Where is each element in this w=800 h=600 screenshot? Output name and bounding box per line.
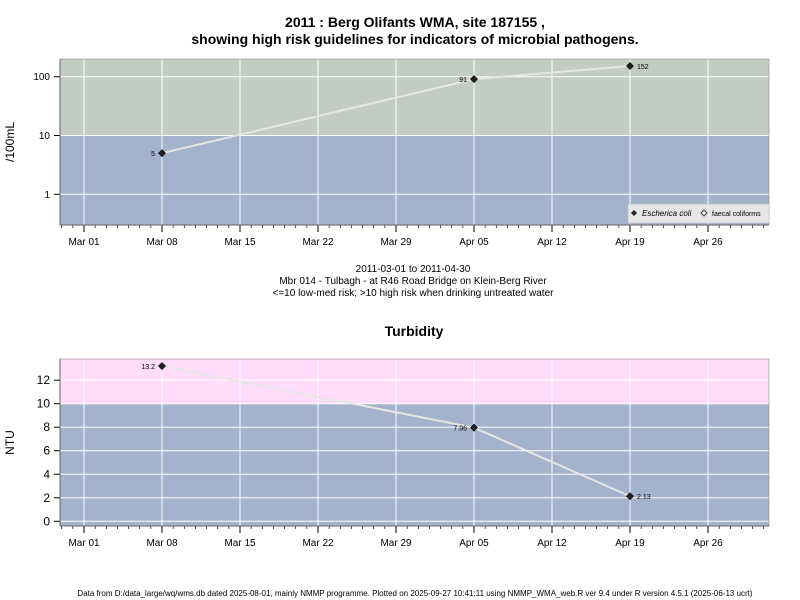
data-point [158,362,166,370]
x-tick-label: Mar 15 [224,237,256,248]
x-tick-label: Mar 15 [224,538,256,549]
chart-title-line-2: showing high risk guidelines for indicat… [191,31,639,47]
legend-box [627,203,770,224]
x-tick-label: Apr 19 [615,237,645,248]
legend-marker-filled [631,210,637,216]
date-range-caption: 2011-03-01 to 2011-04-30 [355,264,471,275]
y-tick-label: 10 [39,131,51,142]
data-label: 152 [637,64,649,71]
chart-title-line-1: 2011 : Berg Olifants WMA, site 187155 , [285,14,545,30]
turbidity-title: Turbidity [384,323,444,339]
data-label: 2.13 [637,494,651,501]
low-risk-band [60,403,769,526]
legend-label-ecoli: Escherica coli [642,209,692,218]
y-tick-label: 12 [37,373,51,387]
data-label: 7.96 [453,426,467,433]
x-tick-label: Mar 01 [68,538,100,549]
data-label: 13.2 [141,364,155,371]
y-tick-label: 0 [43,514,50,528]
data-point [470,75,478,84]
footer-note: Data from D:/data_large/wq/wms.db dated … [77,589,753,598]
y-tick-label: 100 [33,72,50,83]
y-tick-label: 2 [43,491,50,505]
x-tick-label: Mar 22 [302,237,334,248]
turbidity-chart: Mar 01 Mar 08 Mar 15 Mar 22 Mar 29 Apr 05 Apr … [3,358,770,549]
y-axis-label: NTU [3,430,17,455]
data-point [158,149,166,158]
site-caption: Mbr 014 - Tulbagh - at R46 Road Bridge o… [279,276,547,287]
y-tick-label: 8 [43,420,50,434]
x-tick-label: Apr 05 [459,538,489,549]
x-tick-label: Apr 12 [537,538,567,549]
x-tick-label: Mar 29 [380,237,412,248]
risk-caption: <=10 low-med risk; >10 high risk when dr… [272,288,554,299]
x-tick-label: Mar 08 [146,237,178,248]
x-tick-label: Mar 29 [380,538,412,549]
x-tick-label: Apr 26 [693,538,723,549]
y-tick-label: 10 [37,397,51,411]
x-tick-label: Apr 12 [537,237,567,248]
high-risk-band [60,359,769,404]
data-point [626,62,634,70]
x-tick-label: Apr 05 [459,237,489,248]
plot-border [59,58,770,226]
data-point [626,492,634,501]
plot-border [59,358,770,527]
x-tick-label: Mar 08 [146,538,178,549]
x-tick-label: Mar 01 [68,237,100,248]
y-tick-label: 1 [44,190,50,201]
microbial-chart: Mar 01 Mar 08 Mar 15 Mar 22 Mar 29 Apr 05 Apr … [3,58,770,248]
x-tick-label: Apr 19 [615,538,645,549]
data-label: 5 [151,151,155,158]
high-risk-band [60,59,769,136]
legend-label-faecal: faecal coliforms [712,211,761,218]
x-tick-label: Mar 22 [302,538,334,549]
y-tick-label: 4 [43,467,50,481]
data-label: 91 [459,77,467,84]
x-tick-label: Apr 26 [693,237,723,248]
y-tick-label: 6 [43,444,50,458]
y-axis-label: /100mL [3,122,17,162]
legend-marker-open [700,209,708,217]
data-point [470,423,478,432]
